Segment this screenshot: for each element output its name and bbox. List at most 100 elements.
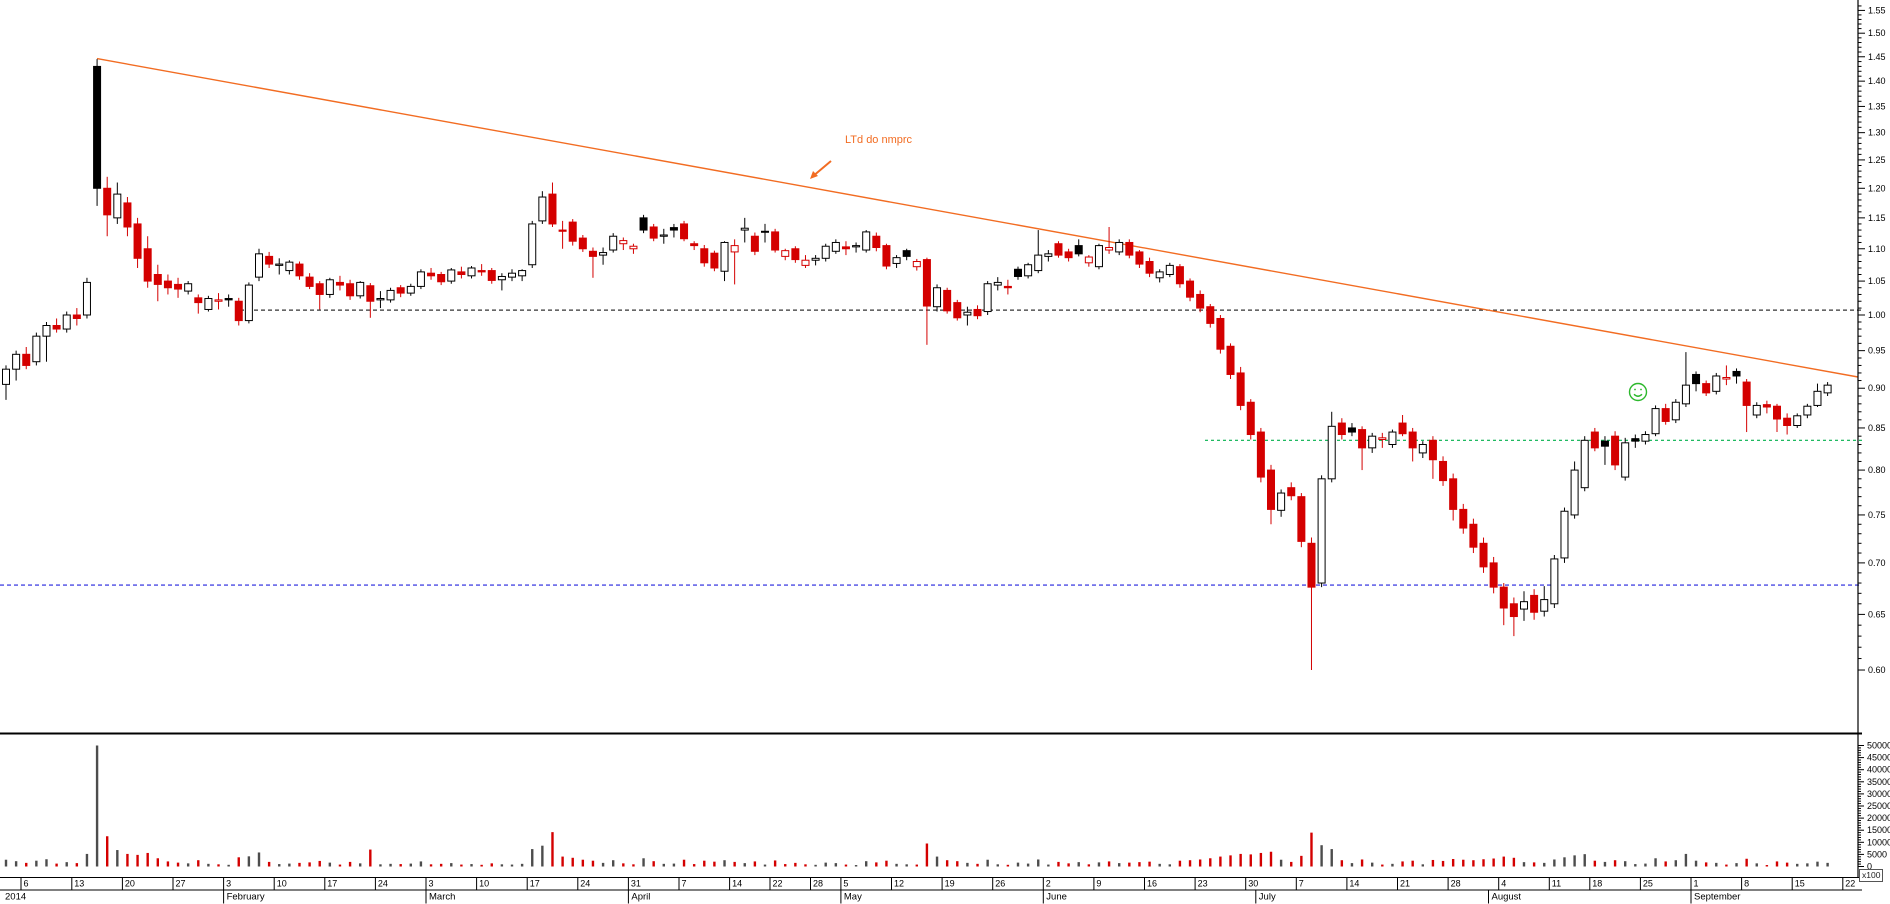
candle-body bbox=[467, 267, 476, 277]
volume-bar bbox=[561, 856, 564, 867]
volume-bar bbox=[854, 865, 858, 867]
smiley-face bbox=[1628, 382, 1648, 402]
candle-body bbox=[1651, 408, 1660, 435]
candle bbox=[1297, 493, 1306, 548]
candle bbox=[1175, 264, 1184, 288]
candle-body bbox=[1418, 443, 1427, 454]
candle-body bbox=[82, 281, 91, 316]
candle bbox=[872, 232, 881, 252]
candle-body bbox=[801, 259, 810, 266]
volume-bar bbox=[1725, 864, 1728, 867]
price-axis-label: 0.80 bbox=[1868, 465, 1886, 475]
candle bbox=[1003, 279, 1012, 295]
candle bbox=[801, 255, 810, 268]
week-tick-label: 4 bbox=[1501, 879, 1506, 889]
candle bbox=[599, 247, 608, 265]
candle-body bbox=[730, 245, 739, 253]
candle bbox=[1196, 290, 1205, 313]
candle bbox=[1742, 379, 1751, 433]
volume-axis-label: 45000 bbox=[1867, 753, 1890, 763]
candle-body bbox=[1317, 478, 1326, 584]
candle-body bbox=[1297, 496, 1306, 542]
volume-bar bbox=[703, 860, 706, 867]
volume-bar bbox=[1694, 860, 1698, 867]
candle bbox=[1084, 255, 1093, 267]
price-axis-label: 1.15 bbox=[1868, 213, 1886, 223]
volume-bar bbox=[713, 861, 716, 867]
candle bbox=[467, 266, 476, 279]
candle bbox=[1408, 427, 1417, 462]
price-axis-label: 1.00 bbox=[1868, 310, 1886, 320]
candles-layer bbox=[2, 59, 1832, 671]
candle bbox=[740, 217, 749, 243]
week-tick-label: 31 bbox=[631, 879, 641, 889]
candle-body bbox=[1003, 285, 1012, 289]
price-axis-label: 1.40 bbox=[1868, 76, 1886, 86]
month-label: 2014 bbox=[5, 892, 26, 903]
candle bbox=[1418, 441, 1427, 459]
volume-bar bbox=[288, 863, 291, 867]
candle-body bbox=[548, 193, 557, 225]
candle-body bbox=[1449, 478, 1458, 510]
volume-bar bbox=[85, 853, 89, 867]
volume-bar bbox=[328, 862, 332, 867]
candle bbox=[1692, 371, 1701, 392]
candle bbox=[153, 264, 162, 302]
volume-bar bbox=[419, 861, 423, 867]
volume-bar bbox=[1158, 863, 1161, 867]
week-tick-label: 1 bbox=[1694, 879, 1699, 889]
volume-bar bbox=[642, 858, 645, 867]
candle-body bbox=[123, 202, 132, 228]
candle bbox=[477, 264, 486, 276]
volume-axis-label: 0 bbox=[1867, 862, 1872, 872]
smiley-eye bbox=[1634, 388, 1636, 391]
candle bbox=[1702, 380, 1711, 396]
volume-bar bbox=[1472, 860, 1475, 867]
candle bbox=[1590, 427, 1599, 452]
volume-bar bbox=[1654, 858, 1657, 867]
volume-bar bbox=[359, 863, 362, 867]
price-axis-label: 0.85 bbox=[1868, 423, 1886, 433]
candle-body bbox=[396, 287, 405, 294]
candle bbox=[730, 239, 739, 285]
volume-bar bbox=[1664, 861, 1667, 867]
candle bbox=[649, 223, 658, 242]
candle-body bbox=[629, 245, 638, 250]
candle-body bbox=[1469, 523, 1478, 548]
volume-bar bbox=[1593, 860, 1597, 867]
volume-bar bbox=[1290, 861, 1293, 867]
candle bbox=[335, 275, 344, 291]
volume-bar bbox=[905, 864, 908, 867]
candle-body bbox=[1530, 594, 1539, 613]
volume-bar bbox=[460, 864, 463, 867]
volume-bar bbox=[126, 853, 129, 867]
volume-bar bbox=[1441, 860, 1445, 867]
candle-body bbox=[1145, 261, 1154, 274]
trendline-layer bbox=[96, 57, 1859, 378]
candle-body bbox=[1671, 401, 1680, 421]
volume-bar bbox=[541, 845, 544, 867]
candle-body bbox=[1600, 440, 1609, 447]
candle bbox=[1803, 403, 1812, 419]
candle bbox=[1752, 402, 1761, 419]
candle-body bbox=[295, 263, 304, 277]
candle bbox=[1337, 418, 1346, 440]
candle-body bbox=[62, 314, 71, 330]
candle-body bbox=[922, 259, 931, 307]
candle-body bbox=[963, 311, 972, 316]
price-axis-label: 1.25 bbox=[1868, 155, 1886, 165]
candle-body bbox=[12, 353, 21, 370]
candle-body bbox=[781, 250, 790, 257]
candle bbox=[1520, 591, 1528, 621]
candle bbox=[487, 267, 496, 284]
candle-body bbox=[811, 257, 820, 261]
candle-body bbox=[1813, 390, 1822, 406]
volume-bar bbox=[1016, 862, 1020, 867]
candle bbox=[366, 283, 375, 318]
week-tick-label: 26 bbox=[995, 879, 1005, 889]
candle-body bbox=[1621, 442, 1630, 478]
candle-body bbox=[416, 271, 425, 287]
week-tick-label: 13 bbox=[74, 879, 84, 889]
volume-bar bbox=[632, 864, 635, 867]
candle-body bbox=[953, 302, 962, 319]
